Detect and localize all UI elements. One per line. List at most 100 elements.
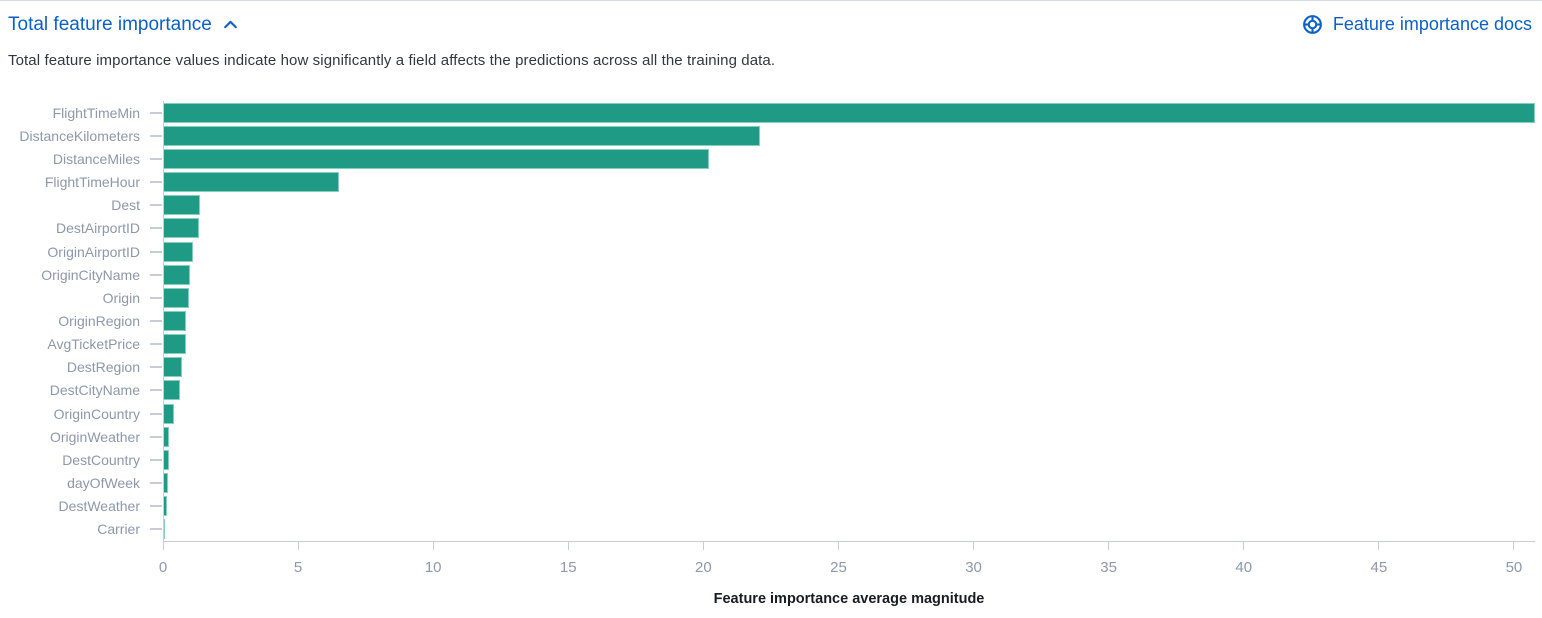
chart-row: dayOfWeek bbox=[0, 472, 1542, 495]
bar-track bbox=[163, 263, 1542, 286]
chart-row: FlightTimeHour bbox=[0, 170, 1542, 193]
y-axis-tick bbox=[150, 134, 162, 137]
y-axis-label: Dest bbox=[111, 197, 140, 214]
x-tick-label: 30 bbox=[965, 559, 982, 576]
chart-row: AvgTicketPrice bbox=[0, 333, 1542, 356]
panel-header: Total feature importance Feature importa… bbox=[8, 13, 1532, 36]
lifebuoy-help-icon bbox=[1301, 13, 1324, 36]
chart-rows: FlightTimeMin DistanceKilometers DistanceM… bbox=[0, 101, 1542, 541]
bar-track bbox=[163, 379, 1542, 402]
y-axis-tick-cell bbox=[140, 319, 163, 322]
bar-track bbox=[163, 194, 1542, 217]
bar-track bbox=[163, 448, 1542, 471]
y-axis-label: FlightTimeHour bbox=[44, 174, 140, 191]
bar-FlightTimeHour[interactable] bbox=[163, 172, 339, 193]
chart-row: DestCountry bbox=[0, 448, 1542, 471]
bar-FlightTimeMin[interactable] bbox=[163, 102, 1535, 123]
bar-AvgTicketPrice[interactable] bbox=[163, 334, 186, 355]
chart-row: OriginCityName bbox=[0, 263, 1542, 286]
y-axis-tick bbox=[150, 319, 162, 322]
x-tick-mark bbox=[1243, 542, 1245, 550]
x-tick-label: 15 bbox=[559, 559, 577, 576]
y-axis-label: OriginWeather bbox=[49, 428, 140, 445]
y-axis-label: DestRegion bbox=[66, 359, 140, 376]
top-divider bbox=[0, 0, 1542, 1]
x-tick-mark bbox=[432, 542, 434, 550]
y-axis-label: DistanceKilometers bbox=[19, 127, 140, 144]
panel-description: Total feature importance values indicate… bbox=[8, 52, 776, 69]
x-tick-label: 10 bbox=[424, 559, 442, 576]
x-axis-line bbox=[163, 541, 1535, 542]
x-tick-mark bbox=[973, 542, 975, 550]
bar-Dest[interactable] bbox=[163, 195, 200, 216]
bar-track bbox=[163, 495, 1542, 518]
y-axis-label: DestWeather bbox=[58, 498, 140, 515]
y-axis-tick-cell bbox=[140, 389, 163, 392]
x-tick-mark bbox=[297, 542, 299, 550]
y-axis-tick bbox=[150, 458, 162, 461]
feature-importance-chart: FlightTimeMin DistanceKilometers DistanceM… bbox=[0, 101, 1542, 618]
bar-DestRegion[interactable] bbox=[163, 357, 183, 378]
bar-track bbox=[163, 333, 1542, 356]
x-tick-mark bbox=[162, 542, 164, 550]
y-axis-label: Carrier bbox=[97, 521, 140, 538]
x-tick-mark bbox=[1108, 542, 1110, 550]
bar-DestCityName[interactable] bbox=[163, 380, 181, 401]
chart-row: DestCityName bbox=[0, 379, 1542, 402]
y-axis-tick bbox=[150, 273, 162, 276]
bar-track bbox=[163, 240, 1542, 263]
x-tick-label: 45 bbox=[1370, 559, 1388, 576]
bar-track bbox=[163, 170, 1542, 193]
bar-track bbox=[163, 356, 1542, 379]
chart-row: DistanceMiles bbox=[0, 147, 1542, 170]
x-tick-label: 20 bbox=[695, 559, 712, 576]
y-axis-tick-cell bbox=[140, 157, 163, 160]
y-axis-tick-cell bbox=[140, 412, 163, 415]
bar-OriginAirportID[interactable] bbox=[163, 241, 193, 262]
x-axis-title: Feature importance average magnitude bbox=[713, 591, 985, 607]
feature-importance-docs-link[interactable]: Feature importance docs bbox=[1301, 13, 1532, 36]
bar-track bbox=[163, 124, 1542, 147]
bar-DistanceKilometers[interactable] bbox=[163, 125, 761, 146]
y-axis-tick-cell bbox=[140, 458, 163, 461]
chart-row: OriginAirportID bbox=[0, 240, 1542, 263]
total-feature-importance-toggle[interactable]: Total feature importance bbox=[8, 14, 239, 36]
page-title: Total feature importance bbox=[8, 13, 212, 35]
chart-row: DistanceKilometers bbox=[0, 124, 1542, 147]
bar-OriginCityName[interactable] bbox=[163, 264, 191, 285]
y-axis-tick bbox=[150, 412, 162, 415]
bar-Origin[interactable] bbox=[163, 287, 189, 308]
x-axis-ticks: 0 5 10 15 20 25 30 35 40 45 50 bbox=[159, 542, 1535, 582]
x-tick-mark bbox=[1513, 542, 1515, 550]
bar-OriginCountry[interactable] bbox=[163, 403, 175, 424]
y-axis-label: OriginAirportID bbox=[47, 243, 140, 260]
y-axis-tick-cell bbox=[140, 343, 163, 346]
chart-row: FlightTimeMin bbox=[0, 101, 1542, 124]
chart-row: OriginRegion bbox=[0, 309, 1542, 332]
chevron-up-icon bbox=[222, 16, 239, 33]
y-axis-tick bbox=[150, 528, 162, 531]
y-axis-tick bbox=[150, 435, 162, 438]
y-axis-label: DestCityName bbox=[49, 382, 140, 399]
y-axis-tick bbox=[150, 181, 162, 184]
chart-row: Dest bbox=[0, 194, 1542, 217]
bar-DistanceMiles[interactable] bbox=[163, 148, 709, 169]
y-axis-tick-cell bbox=[140, 204, 163, 207]
x-tick-mark bbox=[702, 542, 704, 550]
bar-track bbox=[163, 518, 1542, 541]
y-axis-tick-cell bbox=[140, 528, 163, 531]
y-axis-line bbox=[163, 101, 164, 542]
y-axis-label: AvgTicketPrice bbox=[47, 336, 140, 353]
x-tick-mark bbox=[1378, 542, 1380, 550]
chart-row: OriginCountry bbox=[0, 402, 1542, 425]
y-axis-tick bbox=[150, 343, 162, 346]
x-tick-label: 40 bbox=[1235, 559, 1253, 576]
x-tick-label: 50 bbox=[1505, 559, 1523, 576]
bar-OriginRegion[interactable] bbox=[163, 310, 186, 331]
y-axis-tick-cell bbox=[140, 111, 163, 114]
bar-DestAirportID[interactable] bbox=[163, 218, 199, 239]
y-axis-tick bbox=[150, 366, 162, 369]
y-axis-tick bbox=[150, 296, 162, 299]
y-axis-label: DestAirportID bbox=[55, 220, 140, 237]
y-axis-tick bbox=[150, 204, 162, 207]
